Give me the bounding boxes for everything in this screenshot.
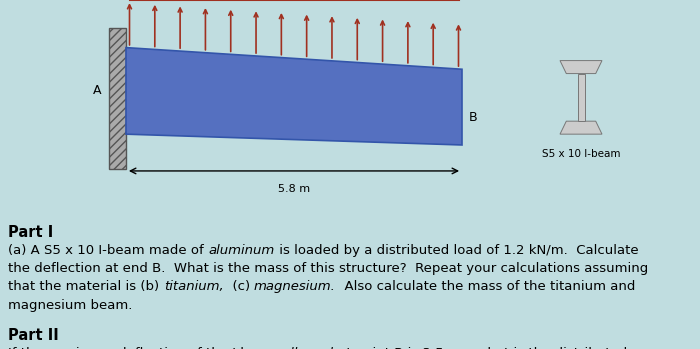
Text: aluminum: aluminum <box>209 244 274 257</box>
Text: Part II: Part II <box>8 328 59 343</box>
Text: at point B is 3.5 cm, what is the distributed: at point B is 3.5 cm, what is the distri… <box>333 347 626 349</box>
Text: the deflection at end B.  What is the mass of this structure?  Repeat your calcu: the deflection at end B. What is the mas… <box>8 262 649 275</box>
Text: Also calculate the mass of the titanium and: Also calculate the mass of the titanium … <box>336 281 635 294</box>
Text: magnesium.: magnesium. <box>254 281 336 294</box>
Text: (c): (c) <box>223 281 254 294</box>
Text: allowed: allowed <box>283 347 333 349</box>
Text: magnesium beam.: magnesium beam. <box>8 299 133 312</box>
Text: titanium,: titanium, <box>164 281 223 294</box>
Text: B: B <box>469 111 477 125</box>
Text: that the material is (b): that the material is (b) <box>8 281 164 294</box>
Text: 5.8 m: 5.8 m <box>278 184 310 194</box>
Text: If the maximum deflection of the I beam: If the maximum deflection of the I beam <box>8 347 283 349</box>
Polygon shape <box>560 121 602 134</box>
Bar <box>108 28 126 169</box>
Bar <box>578 74 584 121</box>
Text: S5 x 10 I-beam: S5 x 10 I-beam <box>542 149 620 159</box>
Polygon shape <box>560 61 602 74</box>
Text: Part I: Part I <box>8 225 54 240</box>
Polygon shape <box>126 47 462 145</box>
Text: A: A <box>93 84 102 97</box>
Text: (a) A S5 x 10 I-beam made of: (a) A S5 x 10 I-beam made of <box>8 244 209 257</box>
Text: is loaded by a distributed load of 1.2 kN/m.  Calculate: is loaded by a distributed load of 1.2 k… <box>274 244 638 257</box>
